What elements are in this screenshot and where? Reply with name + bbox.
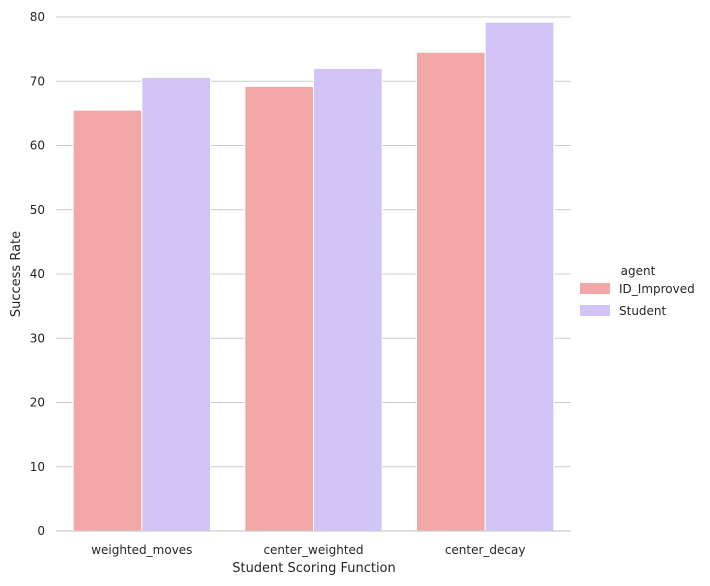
y-tick-label: 60 xyxy=(30,139,45,153)
bar-id-improved-center-weighted xyxy=(244,85,314,532)
bars xyxy=(72,21,555,532)
x-axis-title: Student Scoring Function xyxy=(232,561,396,576)
x-tick-label: center_decay xyxy=(445,543,526,557)
y-tick-labels: 0 10 20 30 40 50 60 70 80 xyxy=(30,10,45,538)
legend: agent ID_Improved Student xyxy=(580,264,695,318)
bar-student-center-weighted xyxy=(313,67,383,532)
legend-title: agent xyxy=(621,264,656,278)
y-tick-label: 40 xyxy=(30,267,45,281)
y-tick-label: 80 xyxy=(30,10,45,24)
y-tick-label: 20 xyxy=(30,396,45,410)
bar-id-improved-center-decay xyxy=(416,51,486,532)
y-tick-label: 70 xyxy=(30,74,45,88)
y-tick-label: 0 xyxy=(37,524,45,538)
y-tick-label: 50 xyxy=(30,203,45,217)
legend-swatch xyxy=(580,283,610,294)
y-tick-label: 10 xyxy=(30,460,45,474)
y-axis-title: Success Rate xyxy=(9,231,24,317)
y-tick-label: 30 xyxy=(30,331,45,345)
x-tick-label: center_weighted xyxy=(263,543,363,557)
x-tick-label: weighted_moves xyxy=(91,543,192,557)
bar-student-weighted-moves xyxy=(141,76,211,532)
legend-swatch xyxy=(580,305,610,316)
bar-student-center-decay xyxy=(484,21,555,532)
x-tick-labels: weighted_moves center_weighted center_deca… xyxy=(91,543,525,557)
bar-id-improved-weighted-moves xyxy=(72,109,143,532)
legend-label: ID_Improved xyxy=(619,282,695,296)
legend-label: Student xyxy=(619,304,667,318)
